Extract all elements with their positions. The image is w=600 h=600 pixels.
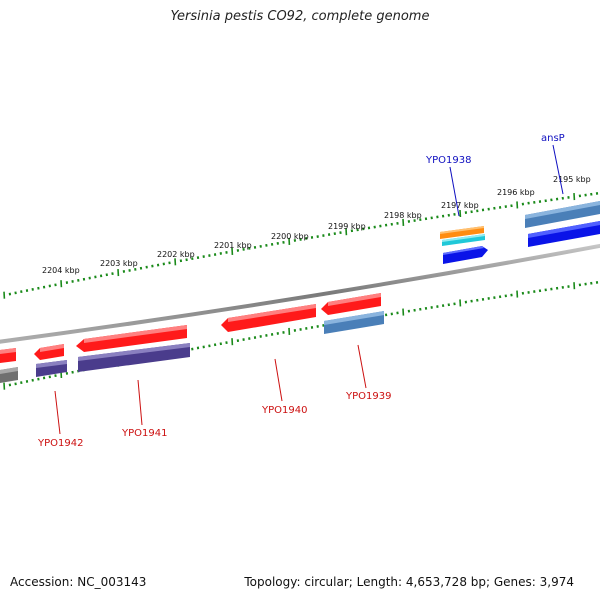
leader-ypo1940: [274, 358, 283, 402]
label-leaders: [54, 144, 564, 435]
feature-ypo1938-orange[interactable]: [440, 226, 484, 239]
leader-ypo1942: [54, 390, 61, 435]
leader-ypo1939: [357, 344, 367, 389]
feature-ypo1940-red[interactable]: [221, 304, 316, 332]
gene-label-ansp[interactable]: ansP: [541, 133, 565, 144]
ruler-label-2195: 2195 kbp: [553, 175, 591, 184]
ruler-label-2197: 2197 kbp: [441, 201, 479, 210]
gene-label-ypo1939[interactable]: YPO1939: [345, 391, 391, 402]
ruler-label-2202: 2202 kbp: [157, 250, 195, 259]
ruler-label-2203: 2203 kbp: [100, 259, 138, 268]
feature-ypo1941-red[interactable]: [76, 325, 187, 352]
gene-label-ypo1940[interactable]: YPO1940: [261, 405, 307, 416]
leader-ypo1938: [449, 166, 460, 217]
feature-left-edge-red[interactable]: [0, 348, 16, 363]
feature-ansp-steelblue[interactable]: [525, 201, 600, 228]
gene-label-ypo1941[interactable]: YPO1941: [121, 428, 167, 439]
gene-label-ypo1942[interactable]: YPO1942: [37, 438, 83, 449]
ruler-label-2201: 2201 kbp: [214, 241, 252, 250]
leader-ansp: [552, 144, 564, 195]
feature-left-edge-gray[interactable]: [0, 367, 18, 383]
feature-ansp-blue[interactable]: [528, 221, 600, 247]
ruler-label-2204: 2204 kbp: [42, 266, 80, 275]
map-title: Yersinia pestis CO92, complete genome: [170, 9, 430, 24]
feature-ypo1941-purple[interactable]: [78, 343, 190, 372]
feature-ypo1939-red[interactable]: [321, 293, 381, 315]
forward-features: [440, 201, 600, 264]
feature-ypo1938-cyan[interactable]: [442, 234, 485, 246]
ruler-labels: 2204 kbp 2203 kbp 2202 kbp 2201 kbp 2200…: [42, 175, 591, 275]
ruler-label-2200: 2200 kbp: [271, 232, 309, 241]
gene-label-ypo1938[interactable]: YPO1938: [425, 155, 471, 166]
reverse-features: [0, 293, 384, 383]
outer-tick-track: [3, 192, 599, 299]
genome-summary-text: Topology: circular; Length: 4,653,728 bp…: [244, 575, 574, 589]
feature-ypo1939-steelblue[interactable]: [324, 311, 384, 334]
feature-ypo1938-blue[interactable]: [443, 246, 488, 264]
feature-ypo1942-purple[interactable]: [36, 360, 67, 377]
feature-ypo1942-red[interactable]: [34, 344, 64, 360]
ruler-label-2196: 2196 kbp: [497, 188, 535, 197]
accession-text: Accession: NC_003143: [10, 575, 147, 589]
leader-ypo1941: [137, 379, 143, 426]
ruler-label-2198: 2198 kbp: [384, 211, 422, 220]
genome-backbone: [0, 243, 600, 344]
gene-labels: YPO1938 ansP YPO1942 YPO1941 YPO1940 YPO…: [37, 133, 565, 449]
ruler-label-2199: 2199 kbp: [328, 222, 366, 231]
